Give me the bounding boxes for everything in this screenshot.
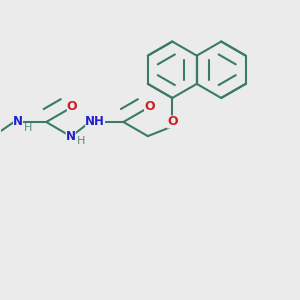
Text: O: O [167,116,178,128]
Text: N: N [66,130,76,142]
Text: N: N [13,116,23,128]
Text: NH: NH [85,116,105,128]
Text: H: H [77,136,85,146]
Text: H: H [24,123,33,133]
Text: O: O [67,100,77,113]
Text: O: O [144,100,154,113]
